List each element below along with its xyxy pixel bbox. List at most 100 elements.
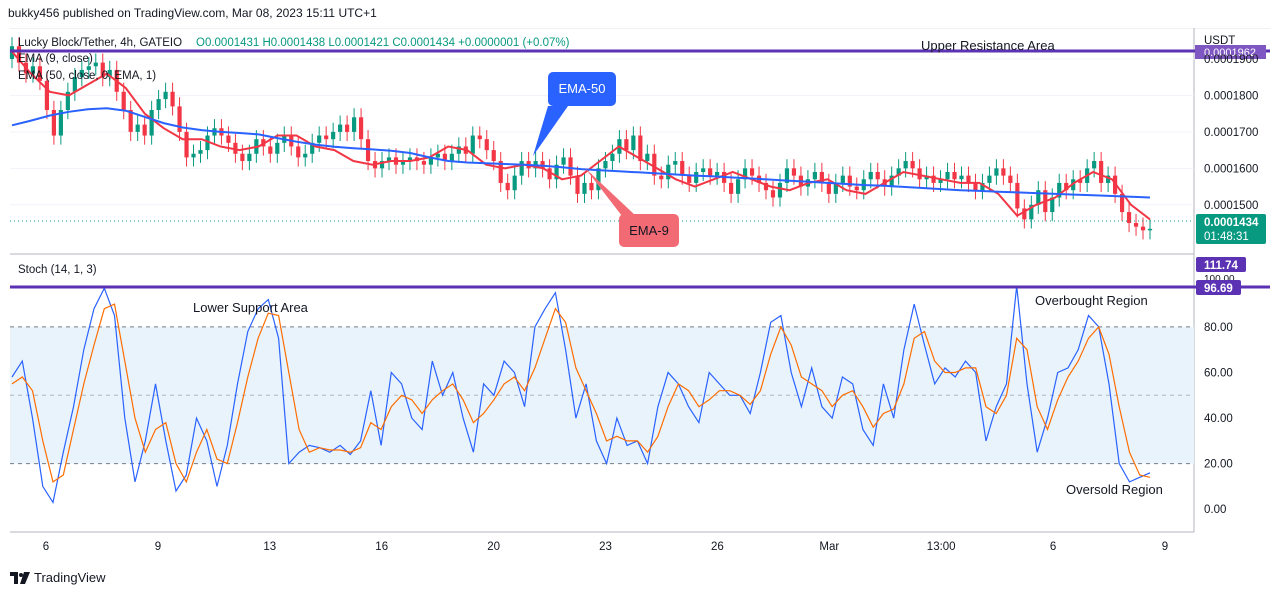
stoch-tick-labels: 80.00 60.00 40.00 20.00 0.00 xyxy=(1204,322,1233,516)
candle-body xyxy=(1015,182,1020,209)
candle-body xyxy=(1140,226,1146,231)
stoch-d-line xyxy=(11,303,1151,484)
candle-body xyxy=(226,135,231,143)
candle-body xyxy=(352,117,357,132)
ohlc-values: O0.0001431 H0.0001438 L0.0001421 C0.0001… xyxy=(196,37,570,49)
candle-body xyxy=(777,182,783,198)
candle-body xyxy=(652,153,657,176)
time-axis[interactable]: 6 9 13 16 20 23 26 Mar 13:00 6 9 xyxy=(43,541,1168,553)
candle-body xyxy=(1064,182,1069,191)
candle-body xyxy=(938,179,943,183)
candle-body xyxy=(847,175,852,187)
candle-body xyxy=(784,168,790,183)
current-price-tag xyxy=(1196,214,1266,244)
stoch-tick-label: 0.00 xyxy=(1204,504,1226,516)
ema50-callout[interactable]: EMA-50 xyxy=(533,72,616,156)
candle-body xyxy=(966,175,971,183)
candle-body xyxy=(770,190,776,198)
candle-body xyxy=(79,69,84,78)
candle-body xyxy=(317,135,322,143)
candle-body xyxy=(680,161,685,176)
candle-body xyxy=(582,182,587,194)
candle-body xyxy=(400,161,406,165)
candle-body xyxy=(163,91,168,100)
candle-body xyxy=(812,171,817,180)
candle-body xyxy=(631,135,636,151)
candle-body xyxy=(896,168,901,176)
candle-body xyxy=(449,153,454,162)
candle-body xyxy=(386,157,392,162)
stoch-partial-label: 100.00 xyxy=(1204,274,1235,285)
tradingview-brand[interactable]: TradingView xyxy=(10,570,106,585)
candle-body xyxy=(1008,175,1013,183)
candle-body xyxy=(240,153,245,162)
candle-body xyxy=(345,124,350,132)
time-tick-label: 13 xyxy=(263,541,276,553)
candle-body xyxy=(575,175,580,194)
ema9-callout-box xyxy=(619,214,679,247)
candle-body xyxy=(491,150,496,162)
candle-body xyxy=(924,175,929,180)
candle-body xyxy=(107,69,112,78)
candle-body xyxy=(205,135,210,151)
ema50-callout-box xyxy=(548,72,616,106)
candle-body xyxy=(749,168,755,176)
candle-body xyxy=(338,124,343,132)
candle-body xyxy=(624,139,629,151)
candle-body xyxy=(903,161,908,169)
footer: TradingView xyxy=(0,560,1280,595)
candle-body xyxy=(65,91,70,111)
stoch-tick-label: 40.00 xyxy=(1204,413,1233,425)
candle-body xyxy=(149,110,154,136)
candle-body xyxy=(1147,228,1153,231)
time-tick-label: Mar xyxy=(819,541,839,553)
candle-body xyxy=(303,153,308,158)
candle-body xyxy=(296,146,301,158)
stoch-scale[interactable]: 100.00 111.74 96.69 80.00 60.00 40.00 20.00… xyxy=(1196,257,1246,516)
candle-body xyxy=(358,117,364,140)
candle-body xyxy=(791,168,797,176)
price-tick-label: 0.0001600 xyxy=(1204,163,1258,175)
candle-body xyxy=(945,171,950,180)
candle-body xyxy=(30,66,36,74)
ema9-line xyxy=(11,51,1151,221)
candle-body xyxy=(331,131,336,140)
time-tick-label: 9 xyxy=(1162,541,1168,553)
candle-body xyxy=(275,142,280,154)
candle-body xyxy=(484,139,489,151)
candle-body xyxy=(701,168,706,172)
ema9-callout-text: EMA-9 xyxy=(629,223,669,238)
candle-body xyxy=(421,161,427,165)
candle-body xyxy=(561,157,566,165)
stoch-tick-label: 80.00 xyxy=(1204,322,1233,334)
stoch-series xyxy=(11,285,1151,504)
candle-body xyxy=(442,153,447,162)
ema9-callout-pointer xyxy=(585,168,636,216)
candle-body xyxy=(610,153,615,162)
candle-body xyxy=(917,168,922,180)
price-unit: USDT xyxy=(1204,35,1235,47)
candle-body xyxy=(826,182,831,194)
stoch-tick-label: 60.00 xyxy=(1204,367,1233,379)
candle-body xyxy=(1057,182,1062,198)
resistance-price-tag xyxy=(1195,45,1266,59)
time-tick-label: 26 xyxy=(711,541,724,553)
lower-support-label: Lower Support Area xyxy=(193,300,309,315)
candle-body xyxy=(554,164,559,180)
ema9-callout[interactable]: EMA-9 xyxy=(585,168,679,247)
chart-canvas[interactable]: Lucky Block/Tether, 4h, GATEIO O0.000143… xyxy=(0,27,1280,560)
candle-countdown: 01:48:31 xyxy=(1204,231,1249,243)
ema50-legend: EMA (50, close, 0, EMA, 1) xyxy=(18,70,156,82)
upper-resistance-label: Upper Resistance Area xyxy=(921,38,1055,53)
time-tick-label: 20 xyxy=(487,541,500,553)
candle-body xyxy=(952,171,957,180)
candle-body xyxy=(456,146,461,154)
candle-body xyxy=(37,66,43,81)
candle-body xyxy=(1050,197,1055,213)
publisher-info: bukky456 published on TradingView.com, M… xyxy=(8,6,377,20)
candle-body xyxy=(191,153,196,158)
price-scale[interactable]: USDT 0.0001962 0.0001900 0.0001800 0.00017… xyxy=(1195,35,1266,244)
candle-body xyxy=(1022,208,1027,220)
chart-frame[interactable]: Lucky Block/Tether, 4h, GATEIO O0.000143… xyxy=(0,27,1280,560)
candle-body xyxy=(987,175,992,183)
